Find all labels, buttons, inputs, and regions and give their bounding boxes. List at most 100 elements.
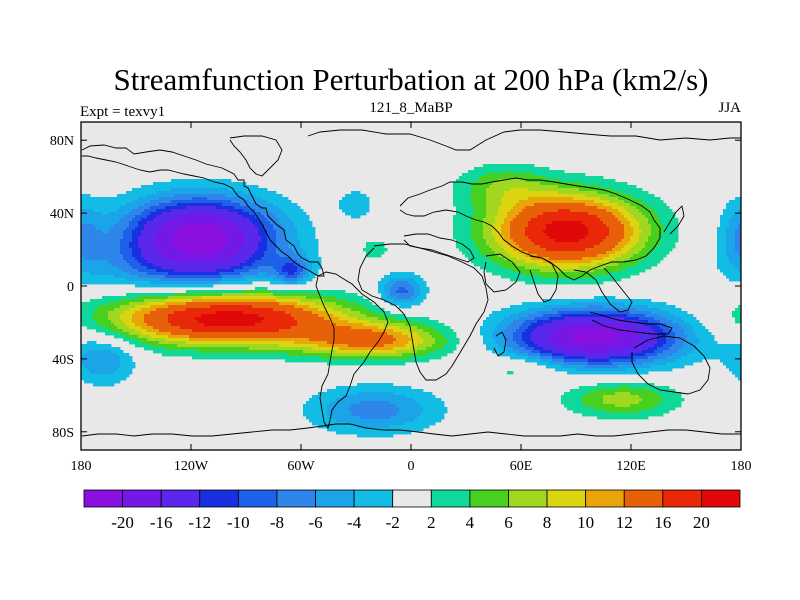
contour-band-segment	[606, 209, 619, 213]
contour-band-segment	[348, 299, 370, 303]
contour-band-segment	[474, 167, 550, 171]
contour-band-segment	[591, 260, 610, 264]
contour-band-segment	[393, 329, 409, 333]
contour-band-segment	[546, 176, 604, 180]
contour-band-segment	[504, 218, 514, 222]
contour-band-segment	[186, 341, 295, 345]
contour-band-segment	[108, 317, 121, 321]
contour-band-segment	[384, 314, 406, 318]
colorbar-swatch	[122, 489, 162, 508]
contour-band-segment	[405, 287, 415, 291]
contour-band-segment	[486, 212, 499, 216]
contour-band-segment	[135, 284, 214, 288]
contour-band-segment	[486, 269, 514, 273]
contour-band-segment	[348, 314, 367, 318]
contour-band-segment	[582, 182, 628, 186]
contour-band-segment	[411, 296, 418, 300]
contour-band-segment	[486, 206, 499, 210]
contour-band-segment	[513, 335, 523, 339]
contour-band-segment	[108, 212, 130, 216]
contour-band-segment	[99, 323, 115, 327]
contour-band-segment	[630, 311, 652, 315]
contour-band-segment	[486, 242, 499, 246]
contour-band-segment	[594, 407, 652, 411]
contour-band-segment	[123, 311, 136, 315]
contour-band-segment	[159, 197, 193, 201]
contour-band-segment	[174, 194, 226, 198]
contour-band-segment	[453, 221, 472, 225]
contour-band-segment	[420, 293, 427, 297]
contour-band-segment	[150, 311, 175, 315]
contour-band-segment	[84, 257, 124, 261]
contour-band-segment	[243, 209, 256, 213]
contour-band-segment	[255, 323, 298, 327]
contour-band-segment	[684, 329, 694, 333]
contour-band-segment	[282, 278, 298, 282]
contour-band-segment	[396, 413, 421, 417]
contour-band-segment	[609, 359, 637, 363]
contour-band-segment	[276, 230, 286, 234]
contour-band-segment	[168, 335, 190, 339]
contour-band-segment	[738, 224, 741, 228]
contour-band-segment	[558, 311, 631, 315]
contour-band-segment	[456, 242, 475, 246]
contour-band-segment	[279, 344, 319, 348]
contour-band-segment	[162, 353, 289, 357]
contour-band-segment	[147, 260, 175, 264]
contour-band-segment	[396, 296, 412, 300]
contour-band-segment	[510, 170, 565, 174]
contour-band-segment	[666, 341, 676, 345]
contour-band-segment	[267, 209, 283, 213]
contour-band-segment	[525, 233, 547, 237]
contour-band-segment	[618, 203, 631, 207]
contour-band-segment	[531, 335, 550, 339]
contour-band-segment	[393, 284, 412, 288]
contour-band-segment	[231, 266, 244, 270]
contour-band-segment	[543, 299, 652, 303]
contour-band-segment	[240, 272, 259, 276]
contour-band-segment	[120, 245, 130, 249]
contour-band-segment	[675, 314, 694, 318]
contour-band-segment	[639, 221, 649, 225]
contour-band-segment	[333, 314, 349, 318]
contour-band-segment	[360, 311, 376, 315]
contour-band-segment	[453, 230, 472, 234]
contour-band-segment	[390, 302, 421, 306]
contour-band-segment	[273, 212, 286, 216]
contour-band-segment	[579, 239, 604, 243]
contour-band-segment	[132, 230, 142, 234]
contour-band-segment	[543, 212, 589, 216]
contour-band-segment	[588, 233, 610, 237]
contour-band-segment	[417, 344, 433, 348]
contour-band-segment	[141, 308, 157, 312]
contour-band-segment	[147, 329, 160, 333]
contour-band-segment	[228, 188, 268, 192]
contour-band-segment	[453, 191, 472, 195]
contour-band-segment	[471, 260, 493, 264]
contour-band-segment	[528, 353, 541, 357]
contour-band-segment	[165, 221, 235, 225]
contour-band-segment	[417, 350, 436, 354]
contour-band-segment	[729, 218, 741, 222]
contour-band-segment	[138, 296, 169, 300]
contour-band-segment	[81, 377, 127, 381]
contour-band-segment	[720, 269, 739, 273]
contour-band-segment	[528, 356, 541, 360]
contour-band-segment	[729, 200, 741, 204]
contour-band-segment	[483, 236, 496, 240]
contour-band-segment	[141, 254, 163, 258]
contour-band-segment	[627, 242, 637, 246]
contour-band-segment	[621, 239, 631, 243]
contour-band-segment	[579, 188, 613, 192]
contour-band-segment	[729, 368, 741, 372]
contour-band-segment	[126, 278, 160, 282]
contour-band-segment	[324, 317, 340, 321]
contour-band-segment	[303, 404, 328, 408]
contour-band-segment	[654, 344, 664, 348]
contour-band-segment	[519, 344, 529, 348]
contour-band-segment	[120, 248, 133, 252]
contour-band-segment	[537, 362, 550, 366]
contour-band-segment	[570, 302, 625, 306]
contour-band-segment	[597, 206, 613, 210]
contour-band-segment	[255, 287, 268, 291]
